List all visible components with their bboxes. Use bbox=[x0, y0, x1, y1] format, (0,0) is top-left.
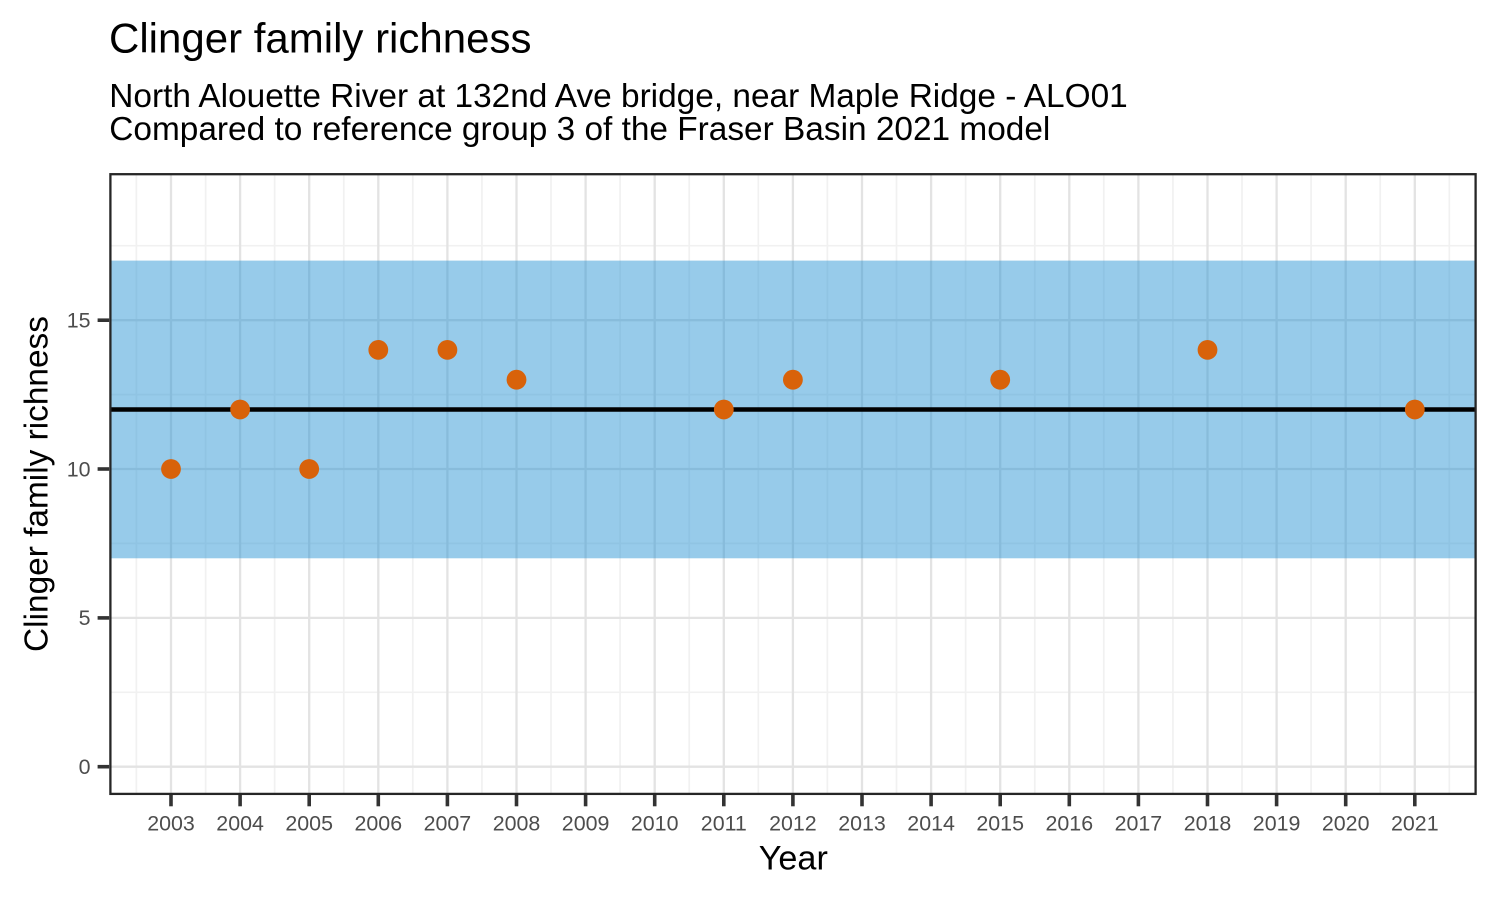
svg-text:2013: 2013 bbox=[838, 812, 886, 836]
svg-text:Compared to reference group 3: Compared to reference group 3 of the Fra… bbox=[109, 111, 1050, 148]
svg-text:2008: 2008 bbox=[493, 812, 541, 836]
svg-text:2014: 2014 bbox=[907, 812, 955, 836]
svg-text:2021: 2021 bbox=[1391, 812, 1439, 836]
svg-text:2015: 2015 bbox=[976, 812, 1024, 836]
svg-text:2007: 2007 bbox=[424, 812, 472, 836]
svg-text:2011: 2011 bbox=[701, 812, 747, 836]
svg-text:2016: 2016 bbox=[1046, 812, 1094, 836]
svg-text:2009: 2009 bbox=[562, 812, 610, 836]
svg-text:5: 5 bbox=[79, 606, 91, 630]
svg-text:15: 15 bbox=[67, 309, 91, 333]
svg-text:2005: 2005 bbox=[285, 812, 333, 836]
svg-text:2017: 2017 bbox=[1115, 812, 1163, 836]
svg-text:2003: 2003 bbox=[147, 812, 195, 836]
svg-text:Year: Year bbox=[759, 840, 828, 878]
svg-text:2019: 2019 bbox=[1253, 812, 1301, 836]
svg-text:Clinger family richness: Clinger family richness bbox=[109, 14, 531, 61]
svg-text:2020: 2020 bbox=[1322, 812, 1370, 836]
svg-text:0: 0 bbox=[79, 755, 91, 779]
svg-text:North Alouette River at 132nd: North Alouette River at 132nd Ave bridge… bbox=[109, 78, 1127, 115]
svg-text:Clinger family richness: Clinger family richness bbox=[19, 316, 56, 652]
svg-text:10: 10 bbox=[67, 457, 91, 481]
svg-text:2004: 2004 bbox=[216, 812, 264, 836]
svg-text:2018: 2018 bbox=[1184, 812, 1232, 836]
svg-text:2006: 2006 bbox=[355, 812, 403, 836]
svg-text:2010: 2010 bbox=[631, 812, 679, 836]
svg-text:2012: 2012 bbox=[769, 812, 817, 836]
